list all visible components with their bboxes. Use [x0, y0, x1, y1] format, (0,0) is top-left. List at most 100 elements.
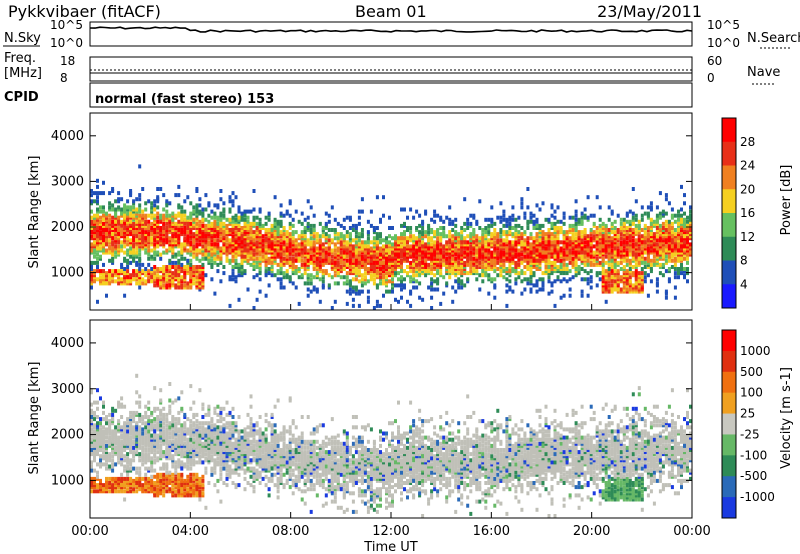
heatmap-cell	[114, 246, 118, 251]
heatmap-cell	[655, 213, 659, 218]
heatmap-cell	[517, 250, 521, 255]
heatmap-cell	[159, 285, 163, 290]
heatmap-cell	[517, 265, 521, 269]
heatmap-cell	[610, 236, 614, 241]
heatmap-cell	[90, 265, 93, 269]
heatmap-cell	[568, 260, 572, 265]
heatmap-cell	[225, 256, 229, 261]
heatmap-cell	[180, 213, 184, 218]
heatmap-cell	[493, 285, 497, 290]
heatmap-cell	[363, 246, 367, 251]
heatmap-cell	[610, 221, 614, 226]
heatmap-cell	[363, 277, 367, 282]
heatmap-cell	[457, 254, 461, 259]
heatmap-cell	[412, 238, 416, 243]
heatmap-cell	[601, 285, 605, 290]
heatmap-cell	[210, 230, 214, 235]
heatmap-cell	[616, 289, 620, 294]
heatmap-cell	[240, 234, 244, 239]
heatmap-cell	[406, 244, 409, 249]
heatmap-cell	[174, 234, 178, 239]
heatmap-cell	[493, 246, 497, 251]
heatmap-cell	[198, 223, 202, 228]
heatmap-cell	[360, 232, 364, 237]
heatmap-cell	[535, 232, 539, 237]
heatmap-cell	[538, 207, 542, 212]
heatmap-cell	[351, 277, 355, 282]
heatmap-cell	[144, 246, 148, 251]
heatmap-cell	[360, 265, 364, 269]
heatmap-cell	[421, 256, 425, 261]
heatmap-cell	[279, 254, 283, 259]
heatmap-cell	[276, 230, 280, 235]
heatmap-cell	[96, 483, 99, 488]
heatmap-cell	[231, 199, 235, 204]
heatmap-cell	[126, 242, 130, 247]
heatmap-cell	[445, 246, 449, 251]
heatmap-cell	[126, 464, 130, 469]
heatmap-cell	[177, 230, 181, 235]
heatmap-cell	[406, 265, 409, 269]
heatmap-cell	[379, 232, 382, 237]
heatmap-cell	[457, 246, 461, 251]
heatmap-cell	[153, 213, 157, 218]
heatmap-cell	[126, 277, 130, 282]
heatmap-cell	[439, 246, 443, 251]
heatmap-cell	[595, 242, 599, 247]
heatmap-cell	[204, 248, 208, 253]
heatmap-cell	[607, 228, 611, 232]
heatmap-cell	[493, 256, 497, 261]
heatmap-cell	[616, 254, 620, 259]
heatmap-cell	[348, 232, 352, 237]
heatmap-cell	[213, 260, 217, 265]
heatmap-cell	[192, 217, 196, 222]
heatmap-cell	[529, 260, 533, 265]
heatmap-cell	[315, 289, 319, 294]
heatmap-cell	[357, 289, 361, 294]
heatmap-cell	[315, 260, 319, 265]
heatmap-cell	[643, 271, 647, 276]
heatmap-cell	[556, 269, 560, 274]
heatmap-cell	[613, 226, 617, 230]
heatmap-cell	[318, 260, 322, 265]
heatmap-cell	[574, 250, 578, 255]
heatmap-cell	[511, 232, 515, 237]
heatmap-cell	[264, 246, 268, 251]
heatmap-cell	[610, 256, 614, 261]
heatmap-cell	[661, 226, 665, 230]
heatmap-cell	[583, 244, 587, 249]
heatmap-cell	[138, 242, 142, 247]
heatmap-cell	[282, 250, 286, 255]
heatmap-cell	[400, 232, 403, 237]
heatmap-cell	[342, 250, 346, 255]
heatmap-cell	[195, 285, 199, 290]
heatmap-cell	[300, 250, 304, 255]
heatmap-cell	[90, 285, 93, 290]
heatmap-cell	[433, 242, 437, 247]
heatmap-cell	[243, 221, 247, 226]
heatmap-cell	[225, 236, 229, 241]
heatmap-cell	[303, 258, 307, 263]
heatmap-cell	[174, 193, 178, 198]
heatmap-cell	[300, 230, 304, 235]
heatmap-cell	[99, 226, 102, 230]
heatmap-cell	[234, 250, 238, 255]
y-tick-label: 4000	[51, 129, 84, 144]
heatmap-cell	[246, 238, 250, 243]
heatmap-cell	[526, 221, 530, 226]
heatmap-cell	[502, 223, 506, 228]
heatmap-cell	[445, 281, 449, 286]
heatmap-cell	[171, 234, 175, 239]
heatmap-cell	[291, 269, 295, 274]
heatmap-cell	[502, 246, 506, 251]
heatmap-cell	[466, 256, 470, 261]
heatmap-cell	[264, 269, 268, 274]
heatmap-cell	[345, 265, 349, 269]
heatmap-cell	[544, 260, 548, 265]
heatmap-cell	[577, 242, 581, 247]
heatmap-cell	[129, 221, 133, 226]
heatmap-cell	[466, 260, 470, 265]
heatmap-cell	[442, 219, 446, 224]
heatmap-cell	[649, 267, 653, 271]
heatmap-cell	[520, 252, 524, 257]
